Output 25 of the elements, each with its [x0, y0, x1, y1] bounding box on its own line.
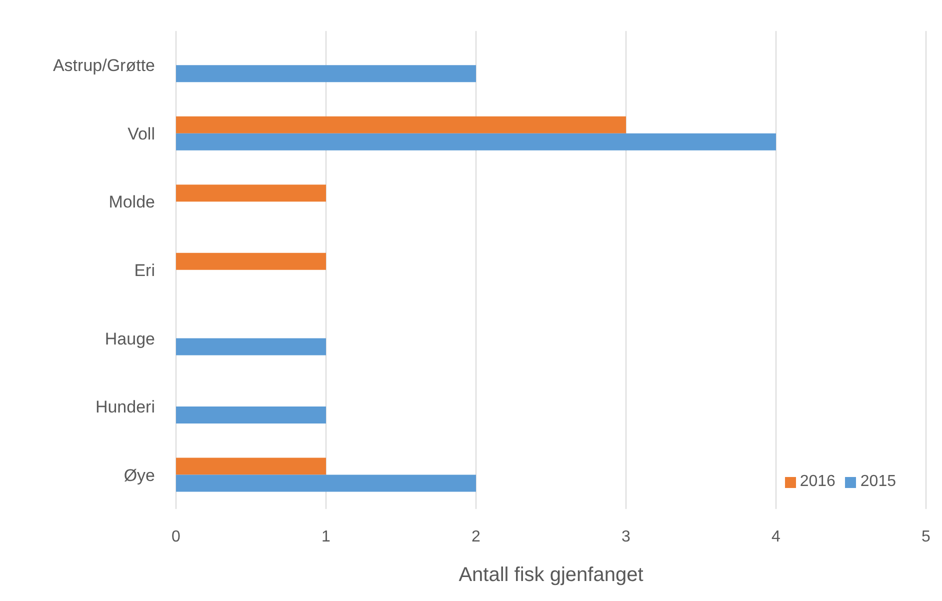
bar: [176, 338, 326, 356]
x-tick-label: 4: [772, 528, 781, 546]
legend-label: 2016: [800, 473, 836, 490]
y-tick-label: Voll: [128, 124, 155, 143]
bar: [176, 184, 326, 202]
bar: [176, 65, 476, 82]
y-tick-label: Øye: [124, 465, 155, 484]
bar: [176, 116, 626, 134]
y-tick-label: Astrup/Grøtte: [52, 56, 155, 75]
y-tick-label: Hauge: [104, 328, 155, 348]
y-tick-label: Eri: [134, 260, 155, 280]
x-tick-label: 1: [322, 528, 331, 546]
bar: [176, 406, 326, 424]
x-tick-label: 0: [172, 528, 181, 546]
x-axis-title: Antall fisk gjenfanget: [458, 564, 644, 586]
y-tick-label: Molde: [108, 192, 155, 212]
bar: [176, 133, 776, 150]
x-tick-label: 2: [472, 528, 481, 546]
y-tick-label: Hunderi: [95, 397, 155, 416]
bar: [176, 474, 476, 492]
legend-label: 2015: [860, 473, 896, 490]
x-tick-label: 3: [622, 528, 631, 546]
x-tick-label: 5: [922, 528, 931, 546]
bar: [176, 252, 326, 270]
bar: [176, 458, 326, 475]
